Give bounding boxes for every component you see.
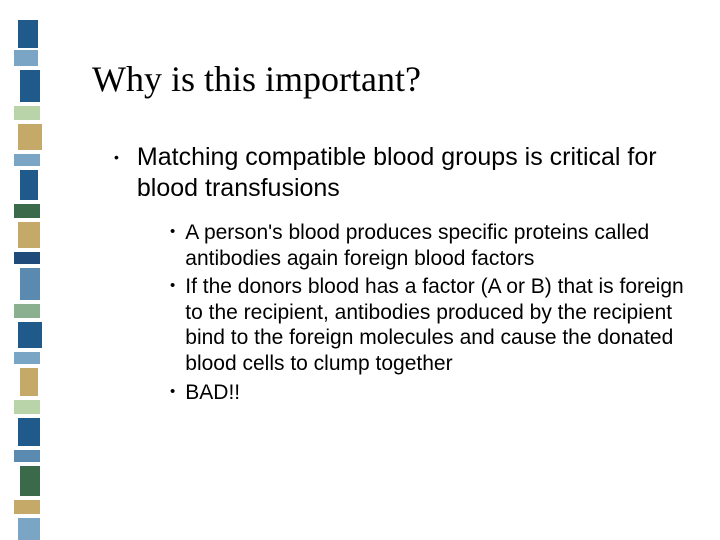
sidebar-block [14,252,40,264]
bullet-marker: • [170,224,175,271]
sidebar-block [14,500,40,514]
sidebar-block [18,20,38,48]
bullet-marker: • [170,278,175,376]
sub-bullets: • A person's blood produces specific pro… [170,220,692,405]
sidebar-block [20,70,40,102]
sidebar-block [20,466,40,496]
sidebar-block [14,304,40,318]
sidebar-block [18,124,42,150]
sidebar-block [18,322,42,348]
slide-content: Why is this important? • Matching compat… [92,58,692,408]
sidebar-block [14,352,40,364]
bullet-text: If the donors blood has a factor (A or B… [185,274,692,376]
sidebar-block [20,170,38,200]
bullet-text: BAD!! [185,380,240,406]
bullet-marker: • [114,150,119,204]
slide-title: Why is this important? [92,58,692,100]
bullet-text: Matching compatible blood groups is crit… [137,142,692,204]
sidebar-block [18,418,40,446]
bullet-text: A person's blood produces specific prote… [185,220,692,271]
sidebar-block [18,518,40,540]
sidebar-block [20,268,40,300]
sidebar-block [20,368,38,396]
decorative-sidebar [0,0,44,540]
sidebar-block [14,450,40,462]
sidebar-block [14,204,40,218]
bullet-level1: • Matching compatible blood groups is cr… [114,142,692,204]
bullet-level2: • A person's blood produces specific pro… [170,220,692,271]
sidebar-block [18,222,40,248]
bullet-marker: • [170,384,175,406]
bullet-level2: • If the donors blood has a factor (A or… [170,274,692,376]
sidebar-block [14,106,40,120]
sidebar-block [14,400,40,414]
bullet-level2: • BAD!! [170,380,692,406]
sidebar-block [14,50,38,66]
sidebar-block [14,154,40,166]
